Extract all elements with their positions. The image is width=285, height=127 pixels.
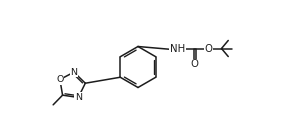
Text: NH: NH	[170, 44, 185, 53]
Text: N: N	[75, 93, 82, 102]
Text: O: O	[205, 44, 213, 53]
Text: O: O	[190, 59, 198, 69]
Text: O: O	[56, 75, 64, 84]
Text: N: N	[70, 68, 78, 77]
